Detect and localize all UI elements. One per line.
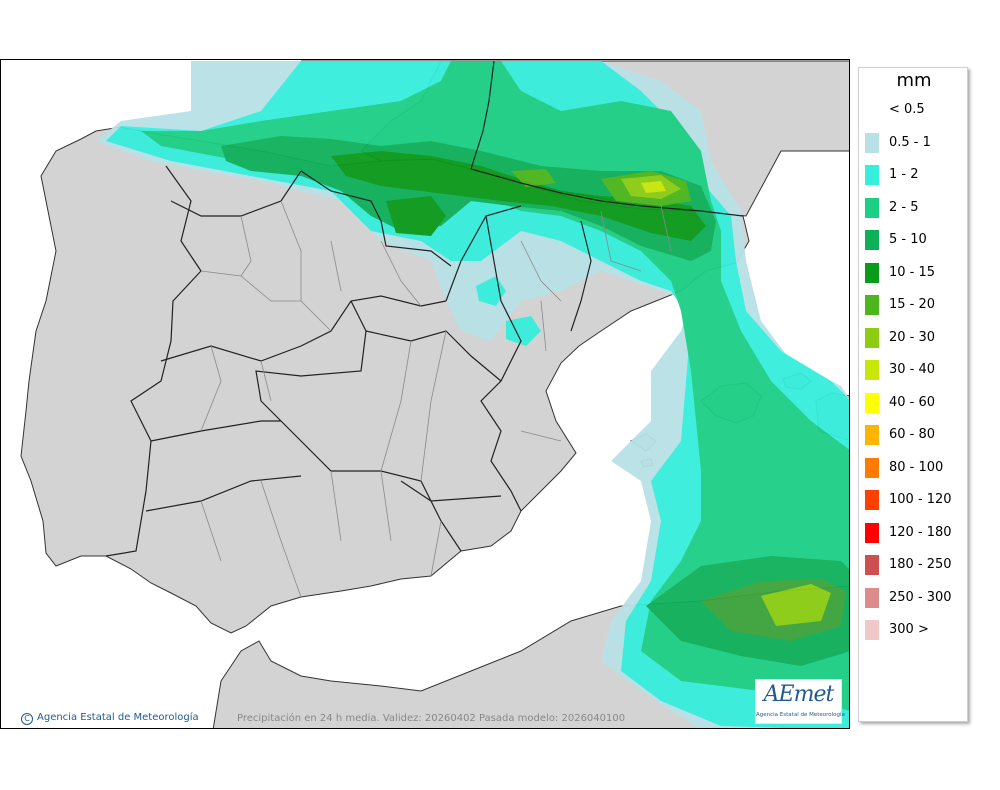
legend-label: 100 - 120 bbox=[889, 492, 952, 507]
copyright-icon: C bbox=[21, 713, 33, 725]
legend-label: 0.5 - 1 bbox=[889, 134, 931, 150]
legend-entry: 120 - 180 bbox=[859, 522, 969, 543]
legend-label: 40 - 60 bbox=[889, 394, 936, 410]
precipitation-map[interactable] bbox=[0, 59, 850, 729]
credit-text: Agencia Estatal de Meteorología bbox=[37, 712, 199, 723]
precip-1-2-blob-b bbox=[506, 316, 541, 346]
national-border-france bbox=[470, 60, 744, 217]
legend-label: 300 > bbox=[889, 622, 929, 637]
legend-swatch bbox=[865, 392, 879, 413]
precip-10-15 bbox=[331, 151, 706, 241]
legend-label: 120 - 180 bbox=[889, 524, 952, 540]
aemet-logo: AEmet Agencia Estatal de Meteorología bbox=[755, 679, 845, 724]
precip-20-30-south bbox=[761, 584, 831, 626]
legend-swatch bbox=[865, 165, 879, 185]
legend-entry: 40 - 60 bbox=[859, 392, 969, 413]
legend-swatch bbox=[865, 295, 879, 315]
precip-10-15-navarra bbox=[386, 196, 446, 236]
legend-label: 250 - 300 bbox=[889, 589, 952, 605]
legend-label: 2 - 5 bbox=[889, 199, 919, 215]
borders-layer bbox=[105, 60, 744, 598]
legend-label: 180 - 250 bbox=[889, 557, 952, 572]
legend-entry: 100 - 120 bbox=[859, 490, 969, 510]
legend-label: 10 - 15 bbox=[889, 264, 936, 280]
precip-15-20-b bbox=[511, 169, 556, 187]
legend-swatch bbox=[865, 230, 879, 250]
legend-swatch bbox=[865, 327, 879, 348]
agency-credit: C Agencia Estatal de Meteorología bbox=[21, 712, 199, 725]
legend-label: 15 - 20 bbox=[889, 297, 936, 312]
precipitation-legend: mm < 0.5 0.5 - 1 1 - 2 2 - 5 5 - 10 10 - 15 15… bbox=[858, 67, 968, 722]
legend-entry: < 0.5 bbox=[859, 100, 969, 120]
legend-label: 20 - 30 bbox=[889, 329, 936, 345]
legend-swatch bbox=[865, 262, 879, 283]
map-caption: Precipitación en 24 h media. Validez: 20… bbox=[237, 713, 626, 724]
legend-swatch bbox=[865, 555, 879, 575]
map-canvas bbox=[20, 60, 849, 728]
legend-swatch bbox=[865, 457, 879, 478]
legend-label: 1 - 2 bbox=[889, 167, 919, 182]
legend-swatch bbox=[865, 587, 879, 608]
legend-title: mm bbox=[896, 70, 932, 91]
legend-entry: 250 - 300 bbox=[859, 587, 969, 608]
legend-entry: 300 > bbox=[859, 620, 969, 640]
legend-swatch bbox=[865, 522, 879, 543]
legend-swatch bbox=[865, 490, 879, 510]
legend-entry: 15 - 20 bbox=[859, 295, 969, 315]
legend-entry: 30 - 40 bbox=[859, 360, 969, 380]
logo-name: AEmet bbox=[763, 682, 835, 707]
legend-entry: 2 - 5 bbox=[859, 197, 969, 218]
legend-label: 80 - 100 bbox=[889, 459, 944, 475]
national-border-portugal bbox=[105, 165, 202, 557]
precipitation-layer bbox=[96, 61, 849, 728]
legend-swatch bbox=[865, 620, 879, 640]
legend-swatch bbox=[865, 360, 879, 380]
legend-entry: 180 - 250 bbox=[859, 555, 969, 575]
legend-entry: 80 - 100 bbox=[859, 457, 969, 478]
legend-swatch bbox=[865, 132, 879, 153]
legend-label: 60 - 80 bbox=[889, 427, 936, 442]
legend-entry: 1 - 2 bbox=[859, 165, 969, 185]
precip-30-40 bbox=[641, 181, 666, 193]
logo-subtitle: Agencia Estatal de Meteorología bbox=[756, 712, 845, 718]
legend-swatch bbox=[865, 425, 879, 445]
legend-swatch bbox=[865, 100, 879, 120]
legend-entry: 60 - 80 bbox=[859, 425, 969, 445]
legend-entry: 0.5 - 1 bbox=[859, 132, 969, 153]
legend-entry: 5 - 10 bbox=[859, 230, 969, 250]
legend-entry: 10 - 15 bbox=[859, 262, 969, 283]
province-borders bbox=[200, 200, 672, 598]
legend-label: 5 - 10 bbox=[889, 232, 927, 247]
legend-swatch bbox=[865, 197, 879, 218]
legend-label: 30 - 40 bbox=[889, 362, 936, 377]
legend-entry: 20 - 30 bbox=[859, 327, 969, 348]
legend-label: < 0.5 bbox=[889, 102, 925, 117]
